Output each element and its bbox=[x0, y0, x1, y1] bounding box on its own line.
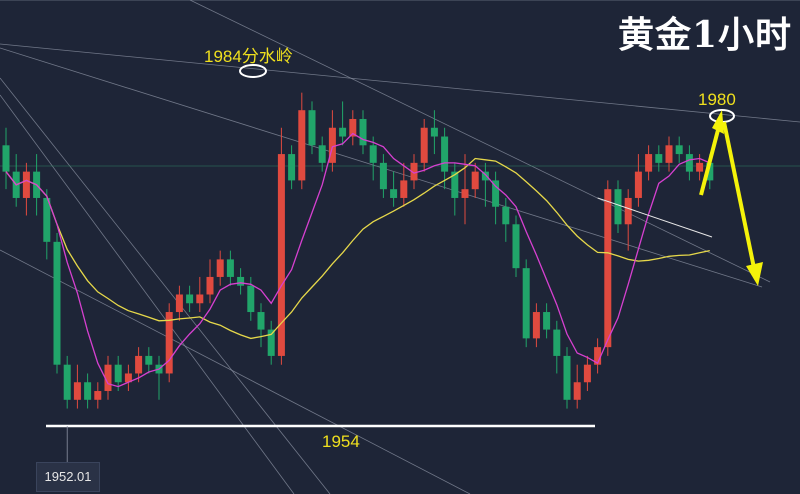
candle-body bbox=[512, 224, 520, 269]
up-arrow-head bbox=[712, 110, 724, 134]
candle-body bbox=[22, 171, 30, 198]
candle-body bbox=[492, 180, 500, 207]
candle-body bbox=[390, 189, 398, 198]
candle-body bbox=[410, 162, 418, 181]
candle-body bbox=[675, 145, 683, 155]
candle-body bbox=[665, 145, 673, 163]
candle-body bbox=[165, 312, 173, 374]
candle-body bbox=[583, 364, 591, 383]
candle-body bbox=[573, 382, 581, 400]
candle-body bbox=[522, 268, 530, 339]
peak-circle bbox=[239, 64, 267, 78]
candle-body bbox=[63, 364, 71, 400]
candle-body bbox=[604, 189, 612, 348]
candle-body bbox=[359, 118, 367, 146]
up-arrow-shaft bbox=[699, 129, 720, 196]
candle-body bbox=[369, 145, 377, 163]
candle-body bbox=[53, 241, 61, 365]
candle-body bbox=[553, 329, 561, 356]
candle-body bbox=[451, 171, 459, 198]
candle-body bbox=[349, 118, 357, 137]
candle-body bbox=[226, 259, 234, 277]
candle-body bbox=[206, 276, 214, 295]
candle-body bbox=[175, 294, 183, 313]
candle-body bbox=[94, 391, 102, 400]
candle-body bbox=[186, 294, 194, 304]
candle-body bbox=[614, 189, 622, 225]
trend-line bbox=[0, 94, 295, 494]
down-arrow-head bbox=[746, 262, 763, 286]
candle-body bbox=[685, 154, 693, 172]
candle-body bbox=[267, 329, 275, 356]
candle-body bbox=[706, 162, 714, 181]
candle-body bbox=[277, 154, 285, 356]
candle-body bbox=[145, 355, 153, 365]
trend-line bbox=[0, 77, 331, 494]
candle-body bbox=[84, 382, 92, 400]
candle-body bbox=[196, 294, 204, 304]
candle-body bbox=[655, 154, 663, 163]
candle-body bbox=[471, 171, 479, 190]
candle-body bbox=[2, 145, 10, 172]
candle-body bbox=[481, 171, 489, 181]
candle-body bbox=[624, 197, 632, 225]
trend-line bbox=[0, 249, 471, 494]
candle-body bbox=[400, 180, 408, 198]
candle-body bbox=[645, 154, 653, 172]
candle-body bbox=[216, 259, 224, 277]
candle-body bbox=[461, 189, 469, 198]
candle-body bbox=[114, 364, 122, 383]
low-price-tag: 1952.01 bbox=[36, 462, 100, 492]
candle-body bbox=[288, 154, 296, 181]
candle-body bbox=[339, 127, 347, 137]
ma-long-line bbox=[597, 197, 713, 238]
candle-body bbox=[257, 312, 265, 330]
candle-body bbox=[420, 127, 428, 163]
candle-body bbox=[247, 285, 255, 313]
candle-body bbox=[124, 373, 132, 383]
candle-body bbox=[73, 382, 81, 400]
candle-body bbox=[318, 145, 326, 163]
candle-body bbox=[430, 127, 438, 137]
candle-body bbox=[308, 110, 316, 146]
candle-body bbox=[563, 355, 571, 400]
candle-body bbox=[104, 364, 112, 392]
peak-annotation-label: 1984分水岭 bbox=[204, 47, 293, 66]
candle-body bbox=[379, 162, 387, 190]
ma-slow-line bbox=[5, 157, 710, 340]
support-annotation-label: 1954 bbox=[322, 432, 360, 451]
down-arrow-shaft bbox=[722, 121, 756, 269]
candle-body bbox=[634, 171, 642, 198]
candle-body bbox=[502, 206, 510, 225]
candle-body bbox=[441, 136, 449, 172]
candle-body bbox=[543, 312, 551, 330]
chart-title: 黄金1小时 bbox=[617, 14, 792, 56]
trend-line bbox=[0, 43, 800, 123]
candle-body bbox=[696, 162, 704, 172]
trend-line bbox=[189, 0, 771, 283]
candle-body bbox=[135, 355, 143, 374]
target-annotation-label: 1980 bbox=[698, 90, 736, 109]
candle-body bbox=[594, 347, 602, 365]
candle-body bbox=[532, 312, 540, 339]
candle-body bbox=[328, 127, 336, 163]
candle-body bbox=[237, 276, 245, 286]
candle-body bbox=[298, 110, 306, 181]
ma-fast-line bbox=[5, 132, 711, 388]
candle-body bbox=[43, 197, 51, 242]
